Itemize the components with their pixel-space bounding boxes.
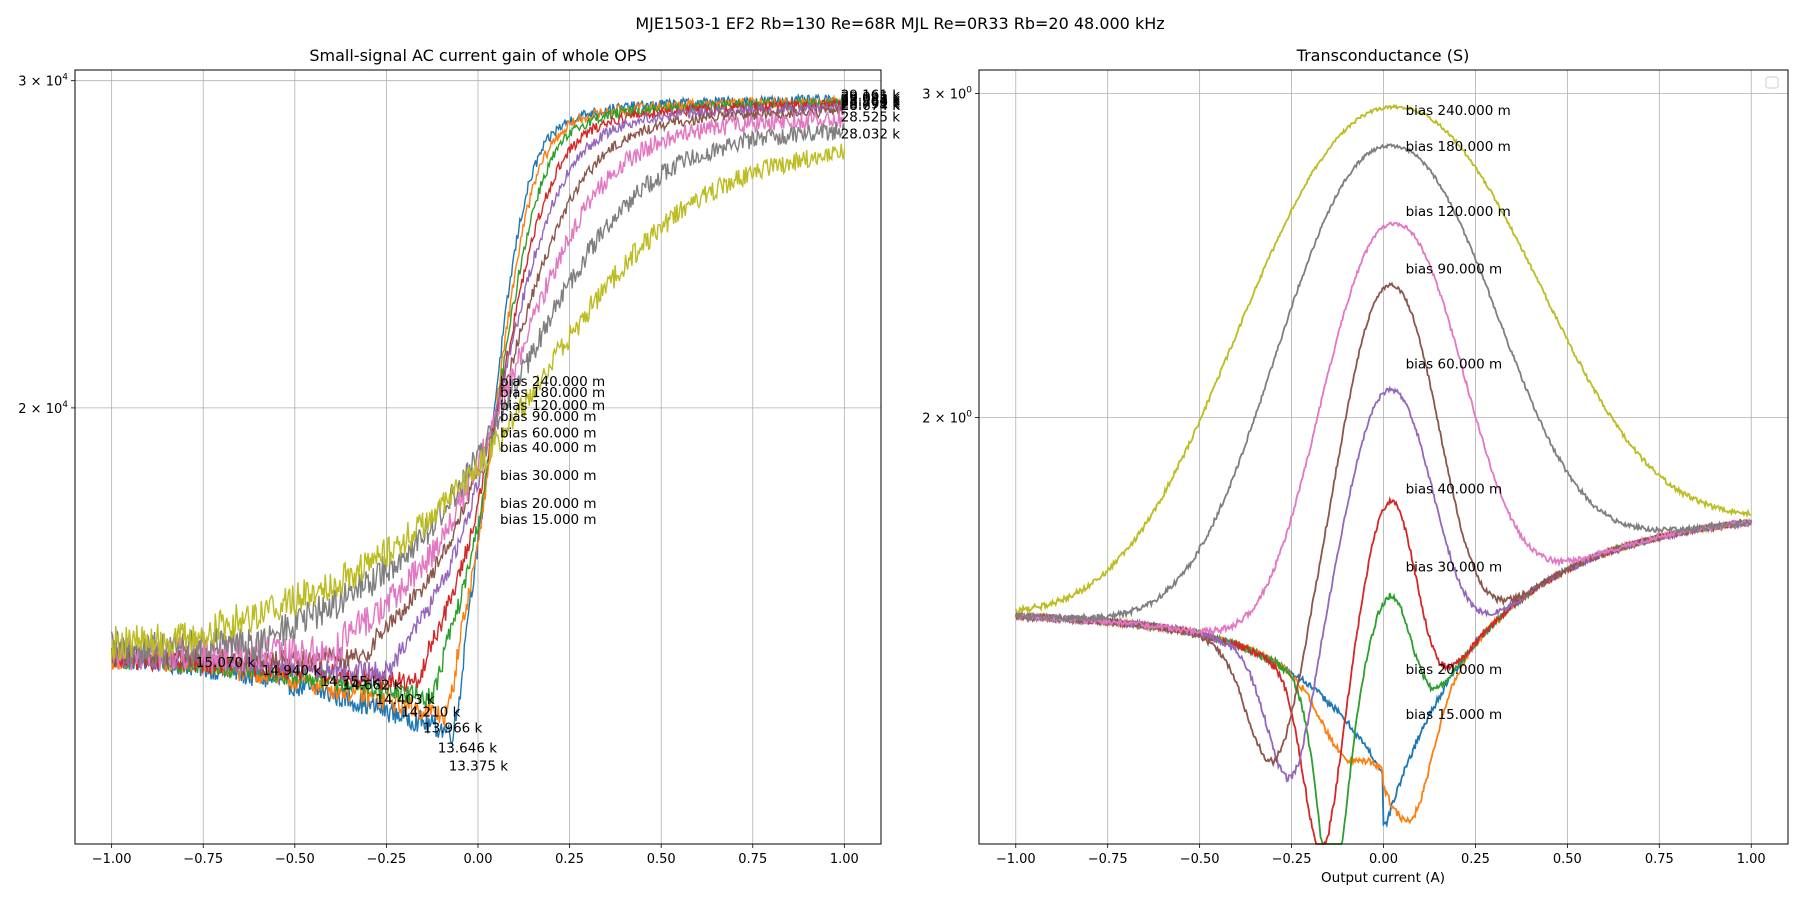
x-tick-label: −0.50 bbox=[1180, 852, 1220, 867]
gain-max-label: 28.964 k bbox=[841, 93, 901, 109]
gm-series-line bbox=[1014, 103, 1752, 614]
gain-min-label: 13.646 k bbox=[438, 740, 498, 756]
gain-bias-label: bias 40.000 m bbox=[500, 440, 597, 456]
x-tick-label: 0.75 bbox=[738, 852, 767, 867]
x-tick-label: −0.25 bbox=[1272, 852, 1312, 867]
gm-chart-title: Transconductance (S) bbox=[1296, 46, 1470, 65]
gain-bias-label: bias 60.000 m bbox=[500, 425, 597, 441]
x-tick-label: 0.75 bbox=[1645, 852, 1674, 867]
x-tick-label: −1.00 bbox=[92, 852, 132, 867]
gm-annotations: bias 240.000 m bias 180.000 m bias 120.000… bbox=[1406, 103, 1511, 723]
x-tick-label: −0.75 bbox=[183, 852, 223, 867]
gm-ticks: −1.00 −0.75 −0.50 −0.25 0.00 0.25 0.50 0.75 1.00… bbox=[922, 86, 1765, 867]
gm-series-line bbox=[1015, 143, 1752, 624]
gain-min-label: 14.210 k bbox=[401, 704, 461, 720]
gain-bias-label: bias 30.000 m bbox=[500, 468, 597, 484]
figure-suptitle: MJE1503-1 EF2 Rb=130 Re=68R MJL Re=0R33 … bbox=[635, 14, 1165, 33]
gain-series-line bbox=[110, 121, 846, 667]
gain-bias-label: bias 180.000 m bbox=[500, 385, 605, 401]
gain-series-line bbox=[111, 96, 846, 708]
gm-bias-label: bias 30.000 m bbox=[1406, 560, 1503, 576]
x-tick-label: 0.25 bbox=[555, 852, 584, 867]
y-tick-label: 3 × 100 bbox=[922, 86, 972, 103]
gm-bias-label: bias 20.000 m bbox=[1406, 662, 1503, 678]
gain-min-label: 15.070 k bbox=[196, 655, 256, 671]
y-tick-label: 2 × 100 bbox=[922, 410, 972, 427]
x-tick-label: 0.00 bbox=[1369, 852, 1398, 867]
gain-bias-label: bias 20.000 m bbox=[500, 496, 597, 512]
gm-bias-label: bias 240.000 m bbox=[1406, 103, 1511, 119]
gm-series-line bbox=[1015, 221, 1752, 638]
gm-bias-label: bias 180.000 m bbox=[1406, 139, 1511, 155]
x-tick-label: 0.00 bbox=[464, 852, 493, 867]
gain-min-label: 13.966 k bbox=[423, 720, 483, 736]
gm-bias-label: bias 90.000 m bbox=[1406, 262, 1503, 278]
gain-grid bbox=[75, 70, 881, 844]
gm-x-axis-label: Output current (A) bbox=[1321, 870, 1445, 886]
x-tick-label: 1.00 bbox=[1737, 852, 1766, 867]
gain-bias-label: bias 120.000 m bbox=[500, 398, 605, 414]
transconductance-axes: bias 240.000 m bias 180.000 m bias 120.000… bbox=[922, 46, 1789, 886]
gain-min-label: 14.662 k bbox=[342, 677, 402, 693]
x-tick-label: −1.00 bbox=[996, 852, 1036, 867]
gain-max-label: 28.866 k bbox=[841, 95, 901, 111]
gain-chart-title: Small-signal AC current gain of whole OP… bbox=[309, 46, 646, 65]
x-tick-label: 0.50 bbox=[1553, 852, 1582, 867]
x-tick-label: −0.50 bbox=[275, 852, 315, 867]
x-tick-label: −0.25 bbox=[366, 852, 406, 867]
gain-min-label: 13.375 k bbox=[449, 759, 509, 775]
x-tick-label: 0.25 bbox=[1461, 852, 1490, 867]
gain-bias-label: bias 15.000 m bbox=[500, 512, 597, 528]
empty-legend-box bbox=[1765, 76, 1779, 89]
x-tick-label: −0.75 bbox=[1088, 852, 1128, 867]
gm-bias-label: bias 120.000 m bbox=[1406, 204, 1511, 220]
gain-max-label: 29.161 k bbox=[841, 88, 901, 104]
gain-ticks: −1.00 −0.75 −0.50 −0.25 0.00 0.25 0.50 0.75 1.00… bbox=[18, 73, 859, 867]
gain-max-label: 28.525 k bbox=[841, 109, 901, 125]
gain-series-group bbox=[110, 92, 846, 745]
gain-max-label: 29.095 k bbox=[841, 89, 901, 105]
gain-min-label: 14.940 k bbox=[262, 663, 322, 679]
gain-min-label: 14.403 k bbox=[375, 692, 435, 708]
gain-min-label: 14.755 k bbox=[320, 674, 380, 690]
gain-max-label: 29.038 k bbox=[841, 91, 901, 107]
y-tick-label: 2 × 104 bbox=[18, 400, 68, 417]
gm-bias-label: bias 60.000 m bbox=[1406, 357, 1503, 373]
gain-series-line bbox=[110, 143, 846, 661]
gm-series-group bbox=[1014, 103, 1753, 845]
gain-bias-label: bias 240.000 m bbox=[500, 374, 605, 390]
gm-bias-label: bias 40.000 m bbox=[1406, 482, 1503, 498]
x-tick-label: 0.50 bbox=[647, 852, 676, 867]
gm-grid bbox=[979, 70, 1788, 844]
gain-bias-label: bias 90.000 m bbox=[500, 409, 597, 425]
gain-max-label: 28.791 k bbox=[841, 96, 901, 112]
y-tick-label: 3 × 104 bbox=[18, 73, 68, 90]
gain-max-label: 28.674 k bbox=[841, 98, 901, 114]
x-tick-label: 1.00 bbox=[830, 852, 859, 867]
gm-bias-label: bias 15.000 m bbox=[1406, 707, 1503, 723]
gain-max-label: 28.032 k bbox=[841, 126, 901, 142]
